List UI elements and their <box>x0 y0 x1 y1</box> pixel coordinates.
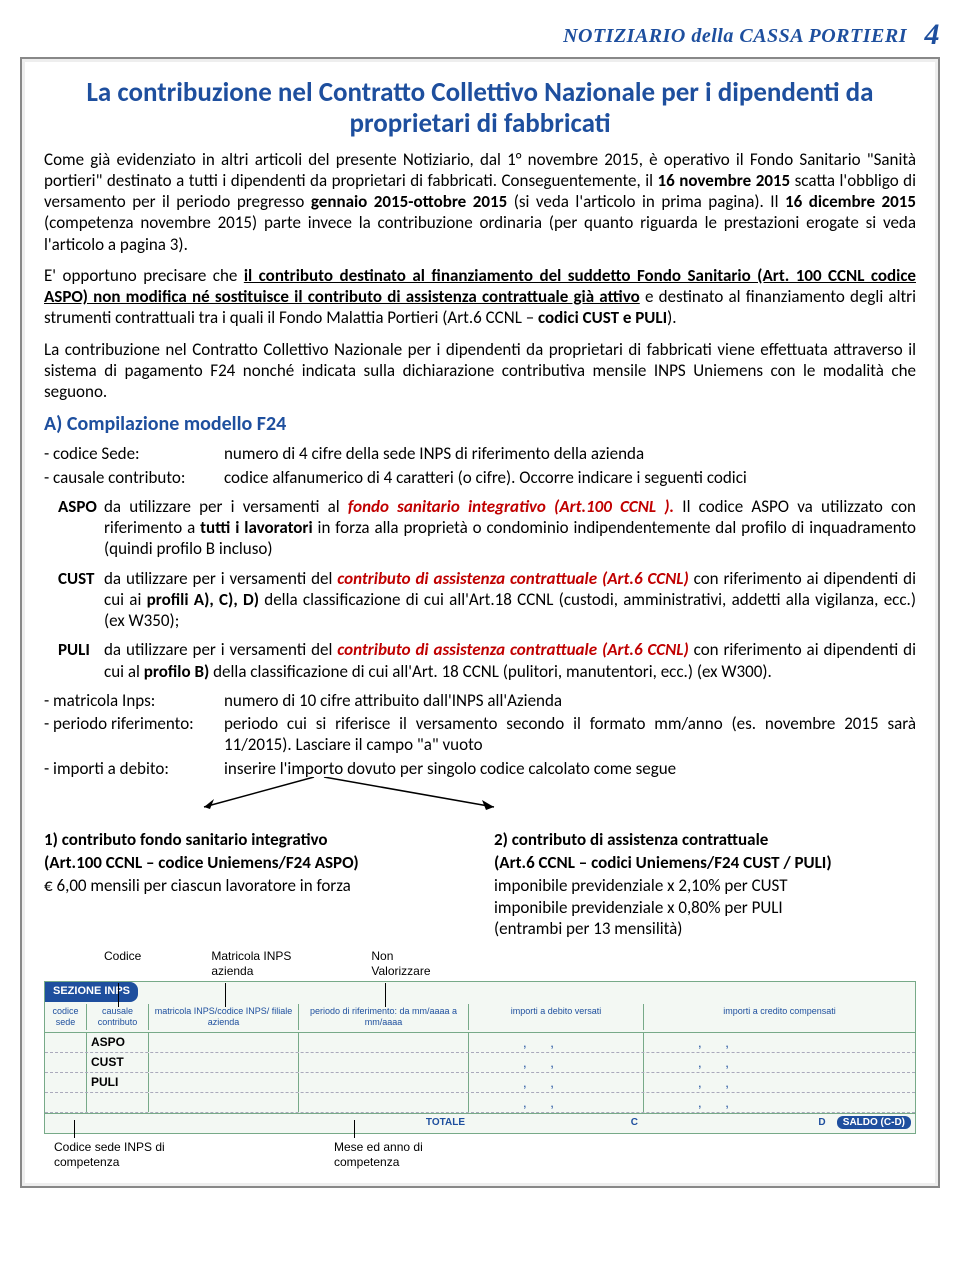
lbl-nonval: Non Valorizzare <box>371 949 451 979</box>
puli-e: della classificazione di cui all'Art. 18… <box>209 661 772 682</box>
p1-text3: (si veda l'articolo in prima pagina). Il <box>507 191 785 212</box>
aspo-a: da utilizzare per i versamenti al <box>104 496 348 517</box>
def-imp-value: inserire l'importo dovuto per singolo co… <box>224 758 916 779</box>
f24-row-aspo: ASPO , , , , <box>45 1033 915 1053</box>
def-causale-label: - causale contributo: <box>44 467 224 488</box>
code-aspo-desc: da utilizzare per i versamenti al fondo … <box>104 496 916 560</box>
paragraph-3: La contribuzione nel Contratto Collettiv… <box>44 339 916 403</box>
def-importi: - importi a debito: inserire l'importo d… <box>44 758 916 779</box>
f24-form-region: Codice Matricola INPS azienda Non Valori… <box>44 949 916 1170</box>
f24-totale: TOTALE <box>303 1117 473 1130</box>
content-frame: La contribuzione nel Contratto Collettiv… <box>20 57 940 1188</box>
f24-top-labels: Codice Matricola INPS azienda Non Valori… <box>44 949 916 979</box>
col2-line1: imponibile previdenziale x 2,10% per CUS… <box>494 875 916 896</box>
header-brand: NOTIZIARIO della CASSA PORTIERI 4 <box>20 10 940 57</box>
cust-b: contributo di assistenza contrattuale (A… <box>337 568 688 589</box>
brand-text: NOTIZIARIO della CASSA PORTIERI <box>563 25 907 47</box>
p1-text4: (competenza novembre 2015) parte invece … <box>44 212 916 254</box>
page-number: 4 <box>925 18 941 51</box>
def-sede-label: - codice Sede: <box>44 443 224 464</box>
f24-form: SEZIONE INPS codice sede causale contrib… <box>44 981 916 1134</box>
lbl-matricola: Matricola INPS azienda <box>211 949 301 979</box>
f24-h1: codice sede <box>45 1004 87 1031</box>
p1-date1: 16 novembre 2015 <box>657 170 790 191</box>
p2-d: codici CUST e PULI <box>538 307 667 328</box>
aspo-d: tutti i lavoratori <box>200 517 313 538</box>
cust-d: profili A), C), D) <box>147 589 259 610</box>
code-puli-desc: da utilizzare per i versamenti del contr… <box>104 639 916 682</box>
def-causale-value: codice alfanumerico di 4 caratteri (o ci… <box>224 467 916 488</box>
f24-h4: periodo di riferimento: da mm/aaaa a mm/… <box>299 1004 469 1031</box>
f24-column-headers: codice sede causale contributo matricola… <box>45 1002 915 1034</box>
f24-d: D SALDO (C-D) <box>648 1117 911 1130</box>
f24-row-puli: PULI , , , , <box>45 1073 915 1093</box>
col2-line2: imponibile previdenziale x 0,80% per PUL… <box>494 897 916 918</box>
f24-puli: PULI <box>87 1073 149 1092</box>
f24-h3: matricola INPS/codice INPS/ filiale azie… <box>149 1004 299 1031</box>
col-2: 2) contributo di assistenza contrattuale… <box>494 829 916 939</box>
f24-c: C <box>473 1117 648 1130</box>
def-causale: - causale contributo: codice alfanumeric… <box>44 467 916 488</box>
f24-h2: causale contributo <box>87 1004 149 1031</box>
code-cust: CUST da utilizzare per i versamenti del … <box>44 568 916 632</box>
def-sede-value: numero di 4 cifre della sede INPS di rif… <box>224 443 916 464</box>
lbl-mese-bottom: Mese ed anno di competenza <box>334 1140 454 1170</box>
code-aspo: ASPO da utilizzare per i versamenti al f… <box>44 496 916 560</box>
f24-row-empty: , , , , <box>45 1093 915 1113</box>
puli-d: profilo B) <box>144 661 210 682</box>
col1-line: € 6,00 mensili per ciascun lavoratore in… <box>44 875 466 896</box>
section-a-heading: A) Compilazione modello F24 <box>44 412 916 437</box>
puli-a: da utilizzare per i versamenti del <box>104 639 337 660</box>
def-per-value: periodo cui si riferisce il versamento s… <box>224 713 916 756</box>
split-arrows <box>44 781 916 811</box>
contribution-columns: 1) contributo fondo sanitario integrativ… <box>44 829 916 939</box>
f24-saldo: SALDO (C-D) <box>837 1116 911 1129</box>
p2-a: E' opportuno precisare che <box>44 265 244 286</box>
cust-a: da utilizzare per i versamenti del <box>104 568 337 589</box>
p1-date2: 16 dicembre 2015 <box>785 191 916 212</box>
f24-bottom-labels: Codice sede INPS di competenza Mese ed a… <box>44 1140 916 1170</box>
def-matricola: - matricola Inps: numero di 10 cifre att… <box>44 690 916 711</box>
aspo-b: fondo sanitario integrativo (Art.100 CCN… <box>348 496 674 517</box>
code-puli: PULI da utilizzare per i versamenti del … <box>44 639 916 682</box>
paragraph-1: Come già evidenziato in altri articoli d… <box>44 149 916 255</box>
col-1: 1) contributo fondo sanitario integrativ… <box>44 829 466 939</box>
paragraph-2: E' opportuno precisare che il contributo… <box>44 265 916 329</box>
def-imp-label: - importi a debito: <box>44 758 224 779</box>
code-puli-tag: PULI <box>44 639 104 682</box>
code-cust-desc: da utilizzare per i versamenti del contr… <box>104 568 916 632</box>
def-mat-label: - matricola Inps: <box>44 690 224 711</box>
lbl-codice: Codice <box>104 949 141 979</box>
f24-section-tag: SEZIONE INPS <box>45 982 138 1002</box>
f24-row-cust: CUST , , , , <box>45 1053 915 1073</box>
code-aspo-tag: ASPO <box>44 496 104 560</box>
f24-aspo: ASPO <box>87 1033 149 1052</box>
p2-e: ). <box>667 307 676 328</box>
code-cust-tag: CUST <box>44 568 104 632</box>
f24-cust: CUST <box>87 1053 149 1072</box>
puli-b: contributo di assistenza contrattuale (A… <box>337 639 688 660</box>
f24-footer: TOTALE C D SALDO (C-D) <box>45 1113 915 1133</box>
def-sede: - codice Sede: numero di 4 cifre della s… <box>44 443 916 464</box>
col2-head2: (Art.6 CCNL – codici Uniemens/F24 CUST /… <box>494 852 916 873</box>
lbl-sede-bottom: Codice sede INPS di competenza <box>54 1140 184 1170</box>
f24-h6: importi a credito compensati <box>644 1004 915 1031</box>
col2-line3: (entrambi per 13 mensilità) <box>494 918 916 939</box>
def-periodo: - periodo riferimento: periodo cui si ri… <box>44 713 916 756</box>
def-mat-value: numero di 10 cifre attribuito dall'INPS … <box>224 690 916 711</box>
p1-period: gennaio 2015-ottobre 2015 <box>311 191 507 212</box>
col1-head1: 1) contributo fondo sanitario integrativ… <box>44 829 466 850</box>
def-per-label: - periodo riferimento: <box>44 713 224 756</box>
f24-h5: importi a debito versati <box>469 1004 644 1031</box>
page-title: La contribuzione nel Contratto Collettiv… <box>44 77 916 139</box>
col1-head2: (Art.100 CCNL – codice Uniemens/F24 ASPO… <box>44 852 466 873</box>
arrow-icon <box>164 777 664 813</box>
col2-head1: 2) contributo di assistenza contrattuale <box>494 829 916 850</box>
